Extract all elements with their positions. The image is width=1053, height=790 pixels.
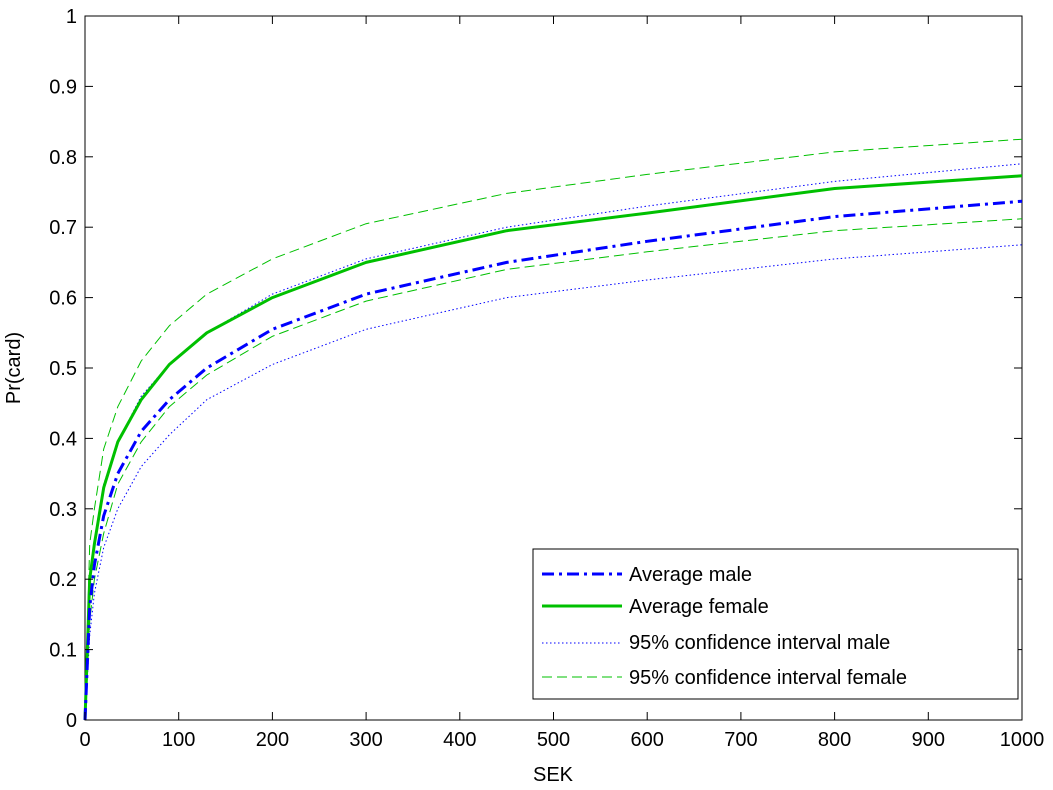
x-tick-label: 200 [256, 729, 289, 751]
x-tick-label: 700 [724, 729, 757, 751]
series-layer [83, 138, 1023, 721]
x-tick-label: 300 [349, 729, 382, 751]
x-tick-label: 100 [162, 729, 195, 751]
95-confidence-interval-female-lower-line [84, 218, 1023, 721]
legend-label-ci-male: 95% confidence interval male [629, 632, 890, 654]
y-tick-label: 0.2 [49, 569, 77, 591]
y-tick-label: 0.1 [49, 640, 77, 662]
x-tick-label: 0 [79, 729, 90, 751]
y-axis-label: Pr(card) [3, 332, 25, 404]
95-confidence-interval-female-upper-line [84, 138, 1023, 721]
x-tick-label: 600 [631, 729, 664, 751]
y-tick-label: 0 [66, 710, 77, 732]
y-tick-label: 0.6 [49, 288, 77, 310]
legend-label-average-female: Average female [629, 596, 769, 618]
x-tick-label: 1000 [1000, 729, 1045, 751]
average-male-line [83, 199, 1023, 721]
x-tick-label: 500 [537, 729, 570, 751]
legend-label-ci-female: 95% confidence interval female [629, 667, 907, 689]
y-axis-ticks: 0 0.1 0.2 0.3 0.4 0.5 0.6 0.7 0.8 0.9 1 [49, 6, 1022, 732]
x-tick-label: 400 [443, 729, 476, 751]
y-tick-label: 0.5 [49, 358, 77, 380]
legend-label-average-male: Average male [629, 564, 752, 586]
y-tick-label: 0.8 [49, 147, 77, 169]
x-tick-label: 900 [912, 729, 945, 751]
x-axis-label: SEK [533, 764, 574, 786]
legend: Average male Average female 95% confiden… [532, 548, 1019, 700]
legend-box [532, 548, 1019, 700]
y-tick-label: 0.3 [49, 499, 77, 521]
x-tick-label: 800 [818, 729, 851, 751]
average-female-line [83, 174, 1023, 721]
y-tick-label: 0.9 [49, 76, 77, 98]
y-tick-label: 0.4 [49, 428, 77, 450]
y-tick-label: 0.7 [49, 217, 77, 239]
x-axis-ticks: 0 100 200 300 400 500 600 700 800 900 1000 [79, 16, 1044, 751]
y-tick-label: 1 [66, 6, 77, 28]
